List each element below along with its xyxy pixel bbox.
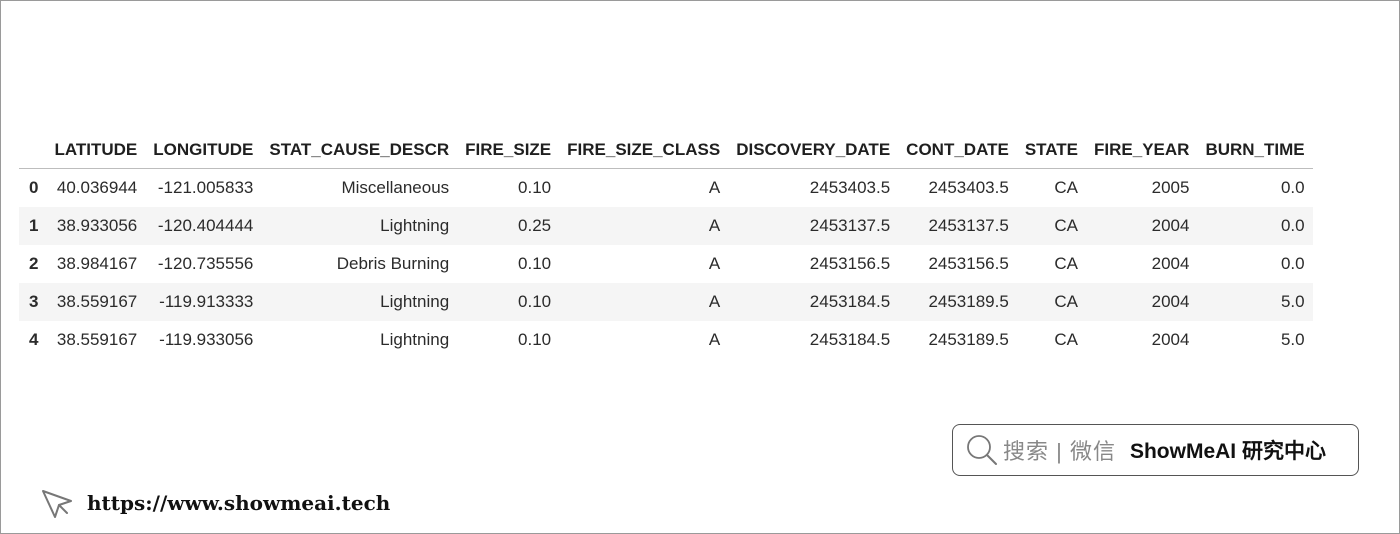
cell-cont-date: 2453156.5 — [928, 254, 1009, 273]
row-index: 3 — [29, 292, 39, 311]
cell-discovery-date: 2453184.5 — [809, 330, 891, 349]
dataframe-table: LATITUDE LONGITUDE STAT_CAUSE_DESCR FIRE… — [19, 131, 1313, 359]
cell-cont-date: 2453189.5 — [928, 292, 1009, 311]
cell-longitude: -119.913333 — [159, 292, 254, 311]
footer-website-link[interactable]: https://www.showmeai.tech — [37, 485, 390, 521]
footer-url[interactable]: https://www.showmeai.tech — [87, 491, 391, 515]
cell-fire-year: 2005 — [1151, 178, 1190, 197]
cell-discovery-date: 2453403.5 — [809, 178, 891, 197]
cell-fire-size-class: A — [708, 254, 721, 273]
cell-cont-date: 2453403.5 — [928, 178, 1009, 197]
cell-fire-size: 0.25 — [518, 216, 552, 235]
row-index: 2 — [29, 254, 39, 273]
column-header-state: STATE — [1016, 131, 1087, 169]
cell-fire-year: 2004 — [1151, 254, 1190, 273]
cell-burn-time: 0.0 — [1280, 178, 1305, 197]
cell-state: CA — [1054, 216, 1079, 235]
cell-latitude: 40.036944 — [56, 178, 138, 197]
cell-longitude: -120.735556 — [157, 254, 254, 273]
cell-state: CA — [1054, 254, 1079, 273]
wechat-search-banner[interactable]: 搜索 | 微信 ShowMeAI 研究中心 — [952, 424, 1359, 476]
cell-cont-date: 2453137.5 — [928, 216, 1009, 235]
column-header-fire-year: FIRE_YEAR — [1086, 131, 1198, 169]
cell-fire-size-class: A — [708, 178, 721, 197]
cell-state: CA — [1054, 330, 1079, 349]
cell-cont-date: 2453189.5 — [928, 330, 1009, 349]
cell-burn-time: 5.0 — [1280, 292, 1305, 311]
cell-burn-time: 0.0 — [1280, 254, 1305, 273]
cell-state: CA — [1054, 178, 1079, 197]
search-prompt: 搜索 | 微信 — [1003, 439, 1116, 464]
cell-latitude: 38.984167 — [56, 254, 138, 273]
cell-longitude: -121.005833 — [157, 178, 254, 197]
cell-latitude: 38.933056 — [56, 216, 138, 235]
column-header-index — [19, 131, 47, 169]
cell-fire-size-class: A — [708, 216, 721, 235]
table-row: 4 38.559167 -119.933056 Lightning 0.10 A… — [19, 321, 1313, 359]
column-header-longitude: LONGITUDE — [145, 131, 262, 169]
cell-discovery-date: 2453137.5 — [809, 216, 891, 235]
cell-longitude: -120.404444 — [157, 216, 254, 235]
cell-stat-cause-descr: Miscellaneous — [341, 178, 450, 197]
row-index: 1 — [29, 216, 39, 235]
cell-latitude: 38.559167 — [56, 330, 138, 349]
cursor-arrow-icon — [42, 490, 72, 518]
cell-latitude: 38.559167 — [56, 292, 138, 311]
cell-stat-cause-descr: Debris Burning — [336, 254, 450, 273]
table-row: 3 38.559167 -119.913333 Lightning 0.10 A… — [19, 283, 1313, 321]
table-row: 0 40.036944 -121.005833 Miscellaneous 0.… — [19, 169, 1313, 208]
row-index: 4 — [29, 330, 39, 349]
cell-fire-size-class: A — [708, 330, 721, 349]
row-index: 0 — [29, 178, 39, 197]
cell-discovery-date: 2453184.5 — [809, 292, 891, 311]
table-row: 1 38.933056 -120.404444 Lightning 0.25 A… — [19, 207, 1313, 245]
column-header-latitude: LATITUDE — [46, 131, 146, 169]
cell-state: CA — [1054, 292, 1079, 311]
cell-burn-time: 0.0 — [1280, 216, 1305, 235]
cell-discovery-date: 2453156.5 — [809, 254, 891, 273]
column-header-stat-cause-descr: STAT_CAUSE_DESCR — [261, 131, 458, 169]
column-header-burn-time: BURN_TIME — [1197, 131, 1313, 169]
cell-fire-year: 2004 — [1151, 216, 1190, 235]
column-header-fire-size: FIRE_SIZE — [457, 131, 560, 169]
cell-stat-cause-descr: Lightning — [380, 292, 450, 311]
cell-longitude: -119.933056 — [159, 330, 254, 349]
search-icon — [967, 435, 997, 465]
cell-burn-time: 5.0 — [1280, 330, 1305, 349]
cell-fire-size: 0.10 — [518, 330, 552, 349]
column-header-cont-date: CONT_DATE — [898, 131, 1017, 169]
column-header-fire-size-class: FIRE_SIZE_CLASS — [559, 131, 729, 169]
cell-fire-year: 2004 — [1151, 330, 1190, 349]
table-header-row: LATITUDE LONGITUDE STAT_CAUSE_DESCR FIRE… — [19, 131, 1313, 169]
cell-fire-size: 0.10 — [518, 178, 552, 197]
search-brand-name: ShowMeAI 研究中心 — [1129, 440, 1326, 463]
cell-stat-cause-descr: Lightning — [380, 330, 450, 349]
column-header-discovery-date: DISCOVERY_DATE — [728, 131, 899, 169]
table-row: 2 38.984167 -120.735556 Debris Burning 0… — [19, 245, 1313, 283]
cell-fire-size-class: A — [708, 292, 721, 311]
cell-fire-year: 2004 — [1151, 292, 1190, 311]
cell-fire-size: 0.10 — [518, 254, 552, 273]
cell-fire-size: 0.10 — [518, 292, 552, 311]
cell-stat-cause-descr: Lightning — [380, 216, 450, 235]
